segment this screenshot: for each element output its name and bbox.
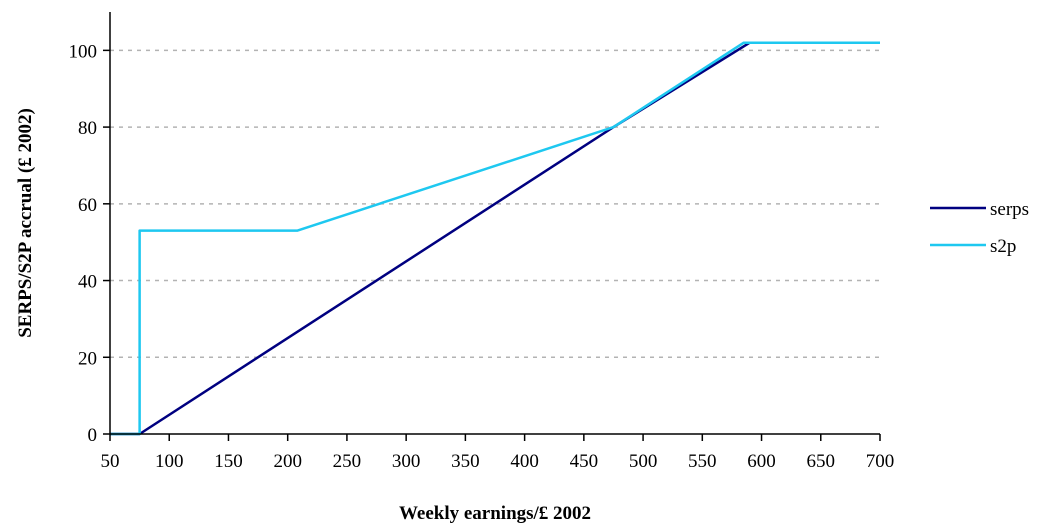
series-lines — [110, 41, 880, 436]
y-tick-label-40: 40 — [78, 272, 97, 293]
x-tick-label-600: 600 — [747, 451, 776, 472]
x-axis-title: Weekly earnings/£ 2002 — [399, 503, 591, 524]
x-tick-label-450: 450 — [570, 451, 599, 472]
x-tick-label-250: 250 — [333, 451, 362, 472]
x-tick-label-200: 200 — [273, 451, 302, 472]
x-tick-label-300: 300 — [392, 451, 421, 472]
y-axis-title: SERPS/S2P accrual (£ 2002) — [15, 108, 36, 338]
x-tick-label-650: 650 — [807, 451, 836, 472]
x-axis-ticks: 50 100 150 200 250 300 350 400 450 500 550 600 650 70… — [101, 434, 895, 472]
grid-lines — [110, 49, 880, 359]
y-axis-ticks: 0 20 40 60 80 100 — [69, 41, 110, 446]
legend-label-s2p: s2p — [990, 236, 1016, 257]
x-tick-label-500: 500 — [629, 451, 658, 472]
y-tick-label-0: 0 — [88, 425, 98, 446]
series-line-serps — [110, 41, 880, 436]
x-tick-label-700: 700 — [866, 451, 895, 472]
x-tick-label-50: 50 — [101, 451, 120, 472]
y-tick-label-80: 80 — [78, 118, 97, 139]
axes — [109, 12, 880, 435]
y-tick-label-60: 60 — [78, 195, 97, 216]
series-line-s2p — [110, 41, 880, 436]
y-tick-label-100: 100 — [69, 41, 98, 62]
legend-label-serps: serps — [990, 199, 1029, 220]
x-tick-label-550: 550 — [688, 451, 717, 472]
y-tick-label-20: 20 — [78, 348, 97, 369]
x-tick-label-100: 100 — [155, 451, 184, 472]
x-tick-label-400: 400 — [510, 451, 539, 472]
legend: serps s2p — [930, 199, 1029, 257]
x-tick-label-350: 350 — [451, 451, 480, 472]
x-tick-label-150: 150 — [214, 451, 243, 472]
